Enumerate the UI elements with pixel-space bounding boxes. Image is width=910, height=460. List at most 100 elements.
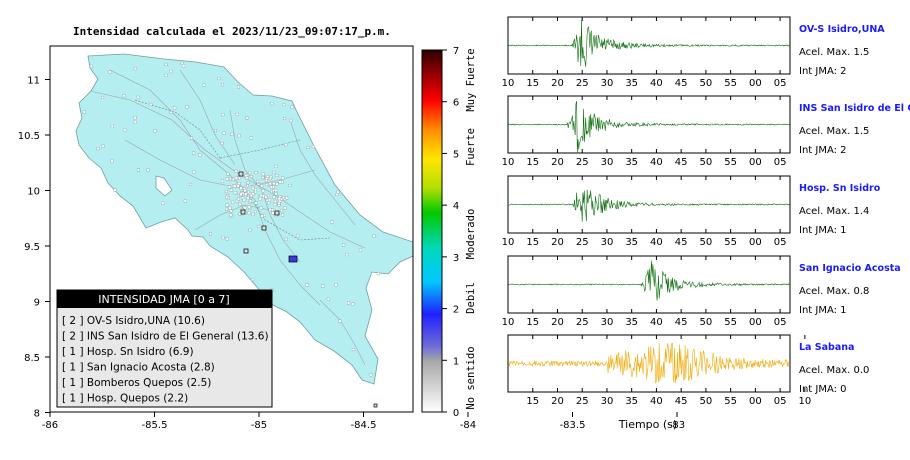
station-dot [202, 83, 206, 87]
station-dot [101, 144, 105, 148]
map-x-tick: -84 [460, 420, 476, 431]
map-y-tick: 9.5 [24, 242, 40, 253]
station-dot [153, 129, 157, 133]
station-dot [227, 185, 231, 189]
time-tick: 55 [724, 317, 737, 328]
station-dot [231, 177, 235, 181]
station-dot [213, 128, 217, 132]
road-lines [89, 69, 366, 366]
station-dot [277, 201, 281, 205]
time-tick: 35 [625, 237, 638, 248]
station-dot [282, 103, 286, 107]
station-dot [254, 201, 258, 205]
map-title: Intensidad calculada el 2023/11/23_09:07… [73, 25, 391, 38]
station-dot [268, 176, 272, 180]
time-tick: 05 [774, 396, 787, 407]
station-dot [334, 283, 338, 287]
station-dot [284, 143, 288, 147]
station-dot [311, 145, 315, 149]
station-dot [136, 95, 140, 99]
time-tick: 40 [650, 396, 663, 407]
station-jma: Int JMA: 1 [799, 225, 847, 236]
time-tick: 20 [551, 237, 564, 248]
station-dot [338, 319, 342, 323]
station-dot [274, 164, 278, 168]
time-tick: 55 [724, 237, 737, 248]
legend-item: [ 1 ] Hosp. Sn Isidro (6.9) [62, 346, 194, 358]
station-dot [238, 176, 242, 180]
station-dot [289, 118, 293, 122]
station-marker-4 [261, 225, 267, 231]
station-dot [251, 212, 255, 216]
station-dot [251, 278, 255, 282]
seismogram-panels: 10 15 20 25 30 35 40 45 50 55 00 05 OV-S Isidro,UNA A… [502, 16, 910, 431]
station-acel: Acel. Max. 1.4 [799, 206, 869, 217]
station-dot [229, 209, 233, 213]
station-dot [275, 182, 279, 186]
station-dot [274, 192, 278, 196]
colorbar-label: Muy Fuerte [465, 48, 477, 111]
colorbar-label: Moderado [465, 209, 477, 260]
station-dot [220, 179, 224, 183]
station-dot [272, 182, 276, 186]
time-tick: 10 [502, 78, 515, 89]
time-tick: 45 [675, 78, 688, 89]
station-jma: Int JMA: 2 [799, 145, 847, 156]
station-dot [376, 272, 380, 276]
station-dot [280, 209, 284, 213]
station-dot [281, 176, 285, 180]
map-axes: -86 -85.5 -85 -84.5 -84 -83.5 -831110.5109.598… [18, 76, 685, 432]
waveform-trace [507, 19, 790, 67]
station-dot [288, 183, 292, 187]
station-dot [245, 176, 249, 180]
map-y-tick: 8 [34, 409, 40, 420]
time-tick: 05 [774, 157, 787, 168]
station-name: Hosp. Sn Isidro [799, 183, 881, 194]
map-x-tick: -85 [251, 420, 267, 431]
station-dot [133, 67, 137, 71]
station-acel: Acel. Max. 0.8 [799, 286, 869, 297]
colorbar-label: Debil [465, 282, 477, 314]
station-dot [273, 199, 277, 203]
station-dot [228, 177, 232, 181]
map-x-tick: -84.5 [351, 420, 377, 431]
legend-item: [ 1 ] San Ignacio Acosta (2.8) [62, 362, 215, 374]
station-dot [237, 181, 241, 185]
time-tick: 40 [650, 157, 663, 168]
station-dot [249, 174, 253, 178]
station-dot [229, 188, 233, 192]
map-y-tick: 9 [34, 298, 40, 309]
station-dot [123, 128, 127, 132]
time-tick: 35 [625, 396, 638, 407]
station-dot [237, 170, 241, 174]
station-dot [259, 193, 263, 197]
time-tick: 15 [526, 317, 539, 328]
legend-item: [ 2 ] INS San Isidro de El General (13.6… [62, 331, 269, 343]
station-dot [351, 348, 355, 352]
station-dot [110, 159, 114, 163]
time-tick: 10 [502, 157, 515, 168]
station-dot [247, 211, 251, 215]
station-dot [230, 132, 234, 136]
station-dot [283, 206, 287, 210]
station-dot [248, 171, 252, 175]
time-tick: 30 [601, 237, 614, 248]
station-dot [268, 198, 272, 202]
station-dot [229, 213, 233, 217]
station-dot [96, 147, 100, 151]
time-tick: 20 [551, 78, 564, 89]
station-dot [192, 170, 196, 174]
station-dot [254, 171, 258, 175]
station-marker-ov-s-isidro [288, 255, 298, 263]
station-dot [321, 284, 325, 288]
map-x-tick: -86 [42, 420, 58, 431]
colorbar-tick: 1 [453, 356, 459, 367]
time-tick: 20 [551, 317, 564, 328]
station-jma: Int JMA: 1 [799, 305, 847, 316]
station-dot [228, 206, 232, 210]
colorbar-tick: 6 [453, 98, 459, 109]
time-tick: 05 [774, 317, 787, 328]
time-tick: 15 [526, 78, 539, 89]
station-dot [253, 210, 257, 214]
time-tick: 10 [798, 396, 811, 407]
